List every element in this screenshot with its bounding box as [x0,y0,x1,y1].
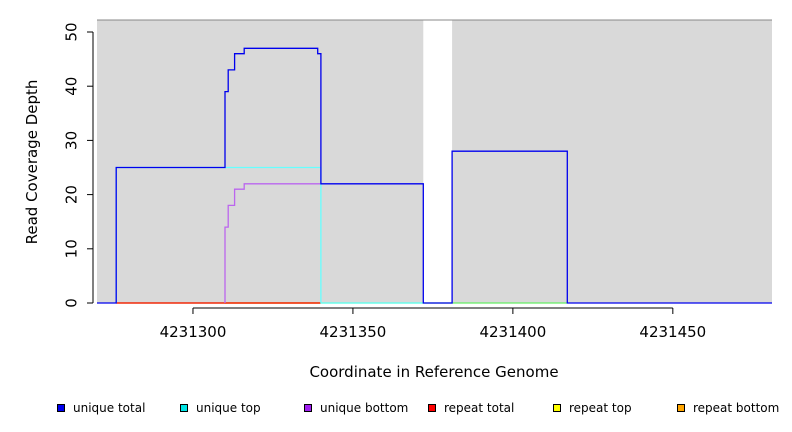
legend-swatch [57,404,65,412]
legend-swatch [428,404,436,412]
x-tick-label-4231300: 4231300 [160,323,227,341]
y-tick-label-30: 30 [63,131,81,150]
y-tick-label-10: 10 [63,239,81,258]
legend: unique total unique top unique bottom repea… [0,401,792,417]
shaded-regions [97,19,772,303]
legend-item-repeat-bottom: repeat bottom [677,401,779,415]
legend-item-unique-bottom: unique bottom [304,401,408,415]
x-tick-label-4231400: 4231400 [479,323,546,341]
y-tick-label-40: 40 [63,77,81,96]
y-tick-label-0: 0 [63,298,81,308]
x-axis-title: Coordinate in Reference Genome [309,363,558,381]
legend-swatch [180,404,188,412]
legend-swatch [304,404,312,412]
legend-label: repeat total [444,401,515,415]
y-axis-title: Read Coverage Depth [23,80,41,245]
shaded-region-2 [452,20,772,303]
shaded-region-1 [97,20,424,303]
legend-item-repeat-total: repeat total [428,401,514,415]
legend-label: unique top [196,401,261,415]
legend-item-repeat-top: repeat top [553,401,632,415]
coverage-lines [97,47,772,304]
legend-label: repeat bottom [693,401,780,415]
legend-label: unique total [73,401,146,415]
legend-label: repeat top [569,401,632,415]
legend-item-unique-total: unique total [57,401,145,415]
series-line-unique-bottom [224,183,321,303]
x-tick-label-4231350: 4231350 [320,323,387,341]
legend-swatch [553,404,561,412]
y-tick-label-20: 20 [63,185,81,204]
legend-swatch [677,404,685,412]
axes: 0 10 20 30 40 50 4231300 4231350 4231400 4231450 [63,22,707,341]
legend-item-unique-top: unique top [180,401,261,415]
x-tick-label-4231450: 4231450 [639,323,706,341]
series-line-unique-total [97,47,772,304]
legend-label: unique bottom [320,401,409,415]
y-tick-label-50: 50 [63,22,81,41]
